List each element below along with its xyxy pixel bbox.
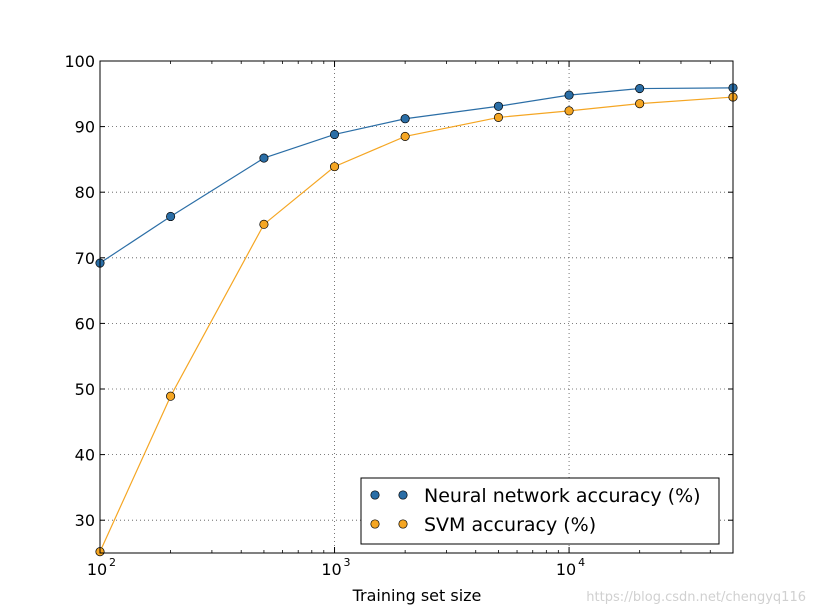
plot-frame [99,60,734,554]
x-tick-label: 10 3 [321,556,350,579]
x-tick-label-base: 10 [321,560,341,579]
data-point [493,112,504,122]
tick-marks [99,60,734,553]
x-tick-label-base: 10 [87,560,107,579]
data-point [329,162,340,172]
data-point [564,106,574,116]
data-point [400,114,410,124]
x-tick-label: 10 2 [87,556,116,579]
watermark: https://blog.csdn.net/chengyq116 [586,590,806,605]
data-point [259,219,269,229]
legend: Neural network accuracy (%) SVM accuracy … [360,477,720,545]
x-tick-labels: 10 2 10 3 10 4 [87,556,585,579]
data-point [635,84,645,94]
legend-marker [398,519,408,529]
data-point [166,391,176,401]
data-point [635,99,645,109]
legend-label: SVM accuracy (%) [424,514,596,536]
y-tick-label: 30 [75,511,95,530]
x-tick-label: 10 4 [556,556,585,579]
y-tick-label: 80 [75,183,95,202]
y-tick-label: 100 [64,52,95,71]
legend-marker [370,519,380,529]
x-tick-label-exponent: 3 [344,556,351,569]
y-tick-label: 90 [75,118,95,137]
legend-entry: Neural network accuracy (%) [370,485,701,507]
legend-marker [370,490,380,500]
y-tick-labels: 30 40 50 60 70 80 90 100 [64,52,95,530]
data-point [259,153,269,163]
x-tick-label-base: 10 [556,560,576,579]
series-layer [95,83,738,557]
data-point [400,131,410,141]
data-point [564,90,574,100]
y-tick-label: 70 [75,249,95,268]
data-point [166,211,176,222]
data-point [493,101,504,111]
y-tick-label: 50 [75,380,95,399]
x-axis-label: Training set size [352,586,482,605]
data-point [329,129,340,140]
legend-box [360,477,720,545]
legend-entry: SVM accuracy (%) [370,514,596,536]
y-tick-label: 60 [75,314,95,333]
x-tick-label-exponent: 4 [578,556,585,569]
legend-marker [398,490,408,500]
legend-label: Neural network accuracy (%) [424,485,701,507]
y-tick-label: 40 [75,446,95,465]
x-tick-label-exponent: 2 [109,556,116,569]
plot-area [100,61,733,553]
series-2 [95,92,738,557]
series-1 [95,83,738,268]
